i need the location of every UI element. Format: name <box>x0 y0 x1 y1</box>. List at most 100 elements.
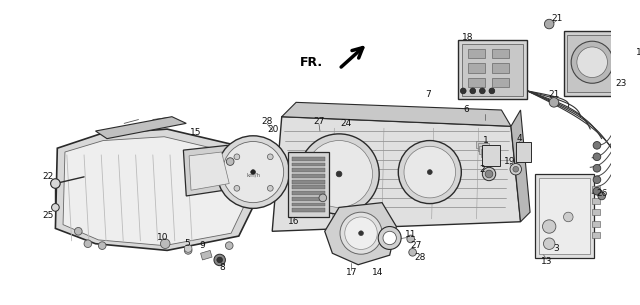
Text: 28: 28 <box>415 253 426 262</box>
Circle shape <box>479 88 485 94</box>
Text: 21: 21 <box>548 90 559 99</box>
Text: 4: 4 <box>516 134 522 143</box>
Polygon shape <box>184 145 237 196</box>
Bar <box>592 186 600 192</box>
Text: 8: 8 <box>220 263 225 272</box>
Text: 19: 19 <box>504 157 516 166</box>
Text: 23: 23 <box>615 79 627 88</box>
Text: 2: 2 <box>479 165 485 174</box>
Bar <box>292 197 324 201</box>
Polygon shape <box>511 110 530 222</box>
Circle shape <box>593 164 601 172</box>
Circle shape <box>593 176 601 184</box>
Circle shape <box>217 136 289 208</box>
Polygon shape <box>189 152 229 190</box>
Circle shape <box>577 47 607 77</box>
Circle shape <box>543 238 555 249</box>
Circle shape <box>319 194 326 202</box>
Text: 22: 22 <box>42 172 53 181</box>
Circle shape <box>184 246 192 254</box>
Bar <box>567 34 628 92</box>
Circle shape <box>460 88 466 94</box>
Bar <box>479 146 491 154</box>
Bar <box>292 203 324 206</box>
Text: 25: 25 <box>42 210 54 220</box>
Text: 11: 11 <box>405 230 417 239</box>
Text: 14: 14 <box>372 268 383 277</box>
Circle shape <box>74 228 82 235</box>
Circle shape <box>510 163 522 175</box>
Text: 3: 3 <box>553 244 559 253</box>
Circle shape <box>545 19 554 29</box>
Text: 27: 27 <box>314 117 324 126</box>
Circle shape <box>489 88 495 94</box>
Bar <box>292 208 324 212</box>
Bar <box>483 152 495 160</box>
Bar <box>292 163 324 166</box>
Circle shape <box>358 231 364 235</box>
Text: 13: 13 <box>541 257 552 266</box>
Polygon shape <box>324 203 396 265</box>
Circle shape <box>378 227 401 249</box>
Bar <box>292 168 324 172</box>
Circle shape <box>268 185 273 191</box>
Bar <box>468 63 485 73</box>
Circle shape <box>340 212 382 254</box>
Text: 18: 18 <box>462 33 474 42</box>
Bar <box>516 142 531 162</box>
Circle shape <box>549 98 559 107</box>
Bar <box>592 221 600 227</box>
Circle shape <box>227 158 234 165</box>
Polygon shape <box>200 250 212 260</box>
Text: 7: 7 <box>425 90 431 99</box>
Circle shape <box>234 185 240 191</box>
Circle shape <box>629 37 637 44</box>
Circle shape <box>99 242 106 249</box>
Circle shape <box>225 242 233 249</box>
Bar <box>292 191 324 195</box>
Bar <box>592 198 600 204</box>
Text: 28: 28 <box>262 117 273 126</box>
Circle shape <box>345 217 377 249</box>
Bar <box>468 49 485 59</box>
Circle shape <box>593 153 601 161</box>
Circle shape <box>483 167 496 181</box>
Circle shape <box>428 170 432 174</box>
Bar <box>292 157 324 161</box>
Bar <box>492 77 509 87</box>
Polygon shape <box>617 91 630 102</box>
Circle shape <box>593 142 601 149</box>
Bar <box>462 44 524 96</box>
Circle shape <box>543 220 556 233</box>
Circle shape <box>383 231 396 245</box>
Polygon shape <box>95 117 186 139</box>
Text: 9: 9 <box>200 241 205 250</box>
Text: 6: 6 <box>463 106 469 114</box>
Bar <box>563 31 632 96</box>
Polygon shape <box>63 137 250 246</box>
Text: 24: 24 <box>340 119 351 128</box>
Text: 12: 12 <box>636 48 640 57</box>
Text: km/h: km/h <box>246 172 260 178</box>
Bar <box>592 232 600 238</box>
Bar <box>492 49 509 59</box>
Circle shape <box>336 171 342 177</box>
Circle shape <box>51 179 60 188</box>
Circle shape <box>629 56 637 63</box>
Circle shape <box>629 75 637 82</box>
Circle shape <box>84 240 92 248</box>
Circle shape <box>470 88 476 94</box>
Polygon shape <box>56 129 260 250</box>
Bar <box>492 63 509 73</box>
Bar <box>292 180 324 184</box>
Text: 16: 16 <box>287 217 299 226</box>
Text: FR.: FR. <box>300 56 323 69</box>
Circle shape <box>268 154 273 160</box>
Circle shape <box>404 146 456 198</box>
Bar <box>592 209 600 215</box>
Circle shape <box>234 154 240 160</box>
Bar <box>483 145 500 166</box>
Text: 26: 26 <box>596 188 607 198</box>
Circle shape <box>398 141 461 204</box>
Circle shape <box>52 204 60 211</box>
